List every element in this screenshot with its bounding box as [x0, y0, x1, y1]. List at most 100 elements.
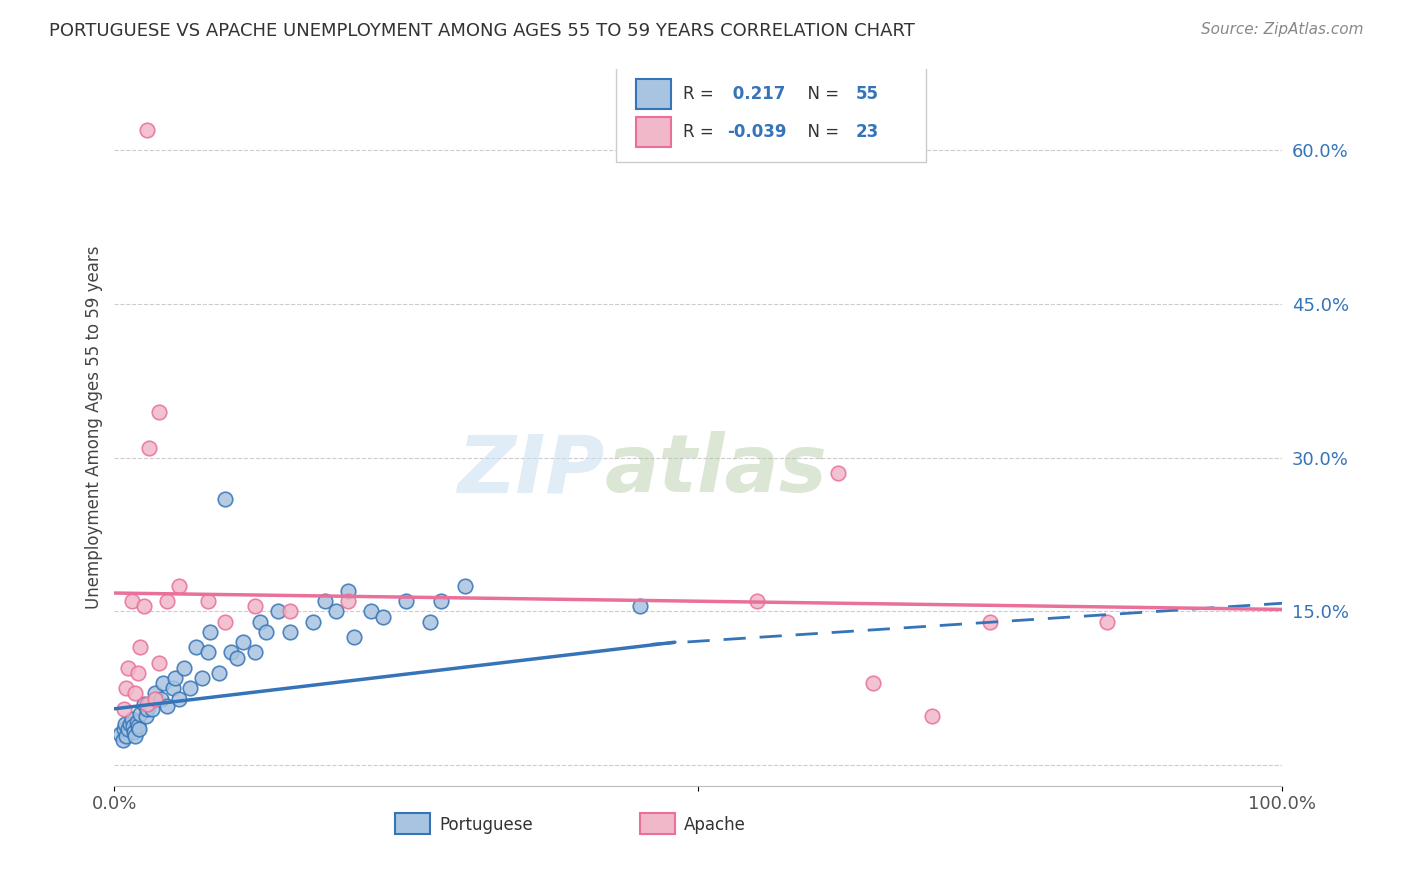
Point [226, 650, 249, 665]
FancyBboxPatch shape [616, 65, 927, 161]
Point [124, 730, 146, 744]
Point [167, 691, 190, 706]
Point [395, 594, 418, 608]
Point [628, 599, 651, 614]
Point [979, 615, 1001, 629]
Point [156, 594, 179, 608]
Point [278, 624, 301, 639]
Point [122, 719, 145, 733]
Point [343, 630, 366, 644]
Point [143, 691, 166, 706]
Text: atlas: atlas [605, 431, 828, 509]
Point [129, 640, 152, 655]
Point [112, 723, 135, 737]
Point [118, 717, 141, 731]
FancyBboxPatch shape [637, 117, 671, 147]
Point [138, 697, 160, 711]
Point [179, 681, 201, 696]
Point [156, 698, 179, 713]
Point [112, 702, 135, 716]
Point [921, 709, 943, 723]
Point [125, 715, 148, 730]
Text: R =: R = [683, 123, 718, 141]
Point [110, 727, 132, 741]
Point [198, 624, 221, 639]
Point [314, 594, 336, 608]
Text: ZIP: ZIP [457, 431, 605, 509]
Point [267, 605, 290, 619]
Point [208, 665, 231, 680]
Point [117, 723, 139, 737]
Point [141, 702, 163, 716]
Point [302, 615, 325, 629]
Point [128, 723, 150, 737]
Point [827, 466, 849, 480]
Point [214, 491, 236, 506]
Text: 23: 23 [856, 123, 879, 141]
Text: PORTUGUESE VS APACHE UNEMPLOYMENT AMONG AGES 55 TO 59 YEARS CORRELATION CHART: PORTUGUESE VS APACHE UNEMPLOYMENT AMONG … [49, 22, 915, 40]
Point [124, 686, 146, 700]
Point [249, 615, 271, 629]
Point [243, 599, 266, 614]
Point [148, 656, 170, 670]
Point [115, 730, 138, 744]
Point [117, 661, 139, 675]
Text: Apache: Apache [685, 816, 747, 834]
Point [165, 671, 187, 685]
Point [127, 719, 149, 733]
Point [243, 645, 266, 659]
Point [114, 717, 136, 731]
Point [150, 691, 173, 706]
Point [453, 579, 475, 593]
Point [336, 594, 359, 608]
Point [136, 697, 159, 711]
Text: -0.039: -0.039 [727, 123, 787, 141]
Point [111, 732, 134, 747]
Point [115, 681, 138, 696]
Point [143, 686, 166, 700]
Point [197, 594, 219, 608]
Point [430, 594, 453, 608]
Text: N =: N = [797, 123, 845, 141]
Point [127, 665, 149, 680]
Point [129, 706, 152, 721]
Point [336, 584, 359, 599]
Point [1095, 615, 1118, 629]
Text: Portuguese: Portuguese [439, 816, 533, 834]
Point [138, 441, 160, 455]
Point [360, 605, 382, 619]
Point [219, 645, 242, 659]
Point [173, 661, 195, 675]
Point [136, 702, 159, 716]
Y-axis label: Unemployment Among Ages 55 to 59 years: Unemployment Among Ages 55 to 59 years [86, 245, 103, 609]
Point [136, 123, 159, 137]
Point [191, 671, 214, 685]
Point [121, 594, 143, 608]
Point [122, 725, 145, 739]
Point [162, 681, 184, 696]
Point [278, 605, 301, 619]
Text: 55: 55 [856, 86, 879, 103]
Point [152, 676, 174, 690]
FancyBboxPatch shape [637, 79, 671, 110]
Point [232, 635, 254, 649]
Point [148, 405, 170, 419]
Point [121, 712, 143, 726]
Text: 0.217: 0.217 [727, 86, 786, 103]
Point [186, 640, 208, 655]
Point [132, 697, 155, 711]
Point [197, 645, 219, 659]
Point [325, 605, 347, 619]
Point [135, 709, 157, 723]
Point [254, 624, 277, 639]
FancyBboxPatch shape [640, 813, 675, 834]
Text: Source: ZipAtlas.com: Source: ZipAtlas.com [1201, 22, 1364, 37]
Point [132, 599, 155, 614]
Point [167, 579, 190, 593]
Point [419, 615, 441, 629]
Point [862, 676, 884, 690]
Point [371, 609, 394, 624]
Point [745, 594, 768, 608]
FancyBboxPatch shape [395, 813, 430, 834]
Point [214, 615, 236, 629]
